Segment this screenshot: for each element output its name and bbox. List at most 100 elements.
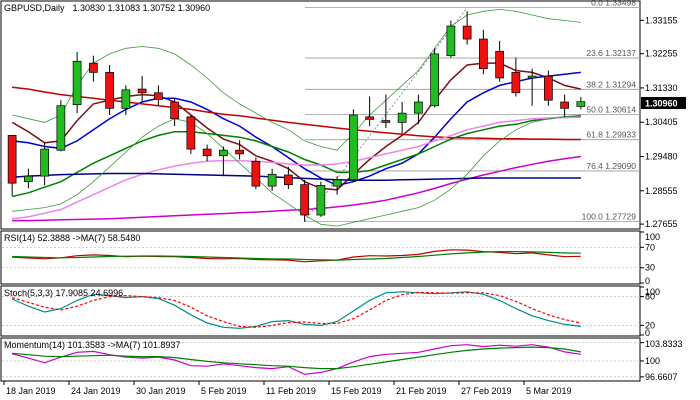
candle-body-21 xyxy=(349,114,358,181)
stoch-panel-frame xyxy=(0,285,641,337)
ohlc-values: 1.30830 1.31083 1.30752 1.30960 xyxy=(73,3,211,13)
candle-27 xyxy=(446,20,456,58)
candle-30 xyxy=(495,40,504,82)
stoch-title: Stoch(5,3,3) 17.9085 24.6996 xyxy=(4,288,123,298)
candle-body-15 xyxy=(251,160,261,187)
candle-body-0 xyxy=(7,135,17,184)
overlay-line-3 xyxy=(12,86,581,141)
candle-body-19 xyxy=(316,185,326,216)
candle-25 xyxy=(414,94,423,125)
candle-16 xyxy=(267,168,277,191)
overlay-line-5 xyxy=(12,155,582,222)
price-tick-label-2: 1.31330 xyxy=(645,83,678,93)
fib-label-4: 61.8 1.29933 xyxy=(586,130,636,140)
date-label-2: 30 Jan 2019 xyxy=(136,386,186,396)
stoch-tick-label-2: 20 xyxy=(645,320,655,330)
candle-23 xyxy=(381,94,391,128)
candle-33 xyxy=(544,70,553,106)
candle-29 xyxy=(479,29,488,75)
momentum-tick-label-0: 103.8333 xyxy=(645,339,683,349)
date-label-6: 21 Feb 2019 xyxy=(396,386,447,396)
last-price-box xyxy=(641,97,686,109)
overlay-line-8 xyxy=(12,114,581,227)
candle-10 xyxy=(170,98,179,127)
price-tick-label-0: 1.33155 xyxy=(645,15,678,25)
candle-17 xyxy=(284,166,293,190)
candle-body-27 xyxy=(446,25,456,57)
candle-body-17 xyxy=(284,174,293,186)
candle-body-11 xyxy=(186,116,196,150)
candle-body-16 xyxy=(267,173,277,187)
candle-19 xyxy=(316,181,326,217)
candle-11 xyxy=(186,115,196,154)
fib-label-2: 38.2 1.31294 xyxy=(586,79,636,89)
candle-body-32 xyxy=(527,75,537,79)
stoch-line-1 xyxy=(11,291,582,328)
candle-21 xyxy=(349,109,358,182)
price-axis: 1.33155 1.32255 1.31330 1.30405 1.29480 1.285… xyxy=(640,15,678,229)
candle-5 xyxy=(89,55,98,82)
price-tick-label-3: 1.30405 xyxy=(645,117,678,127)
overlay-line-2 xyxy=(11,114,581,198)
candle-body-7 xyxy=(121,89,131,109)
candle-body-20 xyxy=(332,179,342,187)
momentum-tick-label-2: 96.6607 xyxy=(645,372,678,382)
rsi-panel-frame xyxy=(0,230,641,285)
candle-body-12 xyxy=(202,148,212,157)
stoch-line-0 xyxy=(11,291,581,329)
candle-body-5 xyxy=(89,62,98,73)
candle-body-25 xyxy=(414,101,423,114)
price-tick-label-4: 1.29480 xyxy=(645,151,678,161)
moving-average-layer xyxy=(11,8,582,227)
date-label-4: 11 Feb 2019 xyxy=(266,386,316,396)
date-label-7: 27 Feb 2019 xyxy=(461,386,512,396)
date-axis: 18 Jan 2019 24 Jan 2019 30 Jan 2019 5 Feb 2… xyxy=(3,381,572,396)
symbol-timeframe: GBPUSD,Daily xyxy=(4,3,65,13)
candle-35 xyxy=(576,97,586,110)
candle-body-30 xyxy=(495,50,504,79)
candle-body-13 xyxy=(219,149,228,157)
rsi-title: RSI(14) 52.3888 ->MA(7) 58.5480 xyxy=(4,233,140,243)
stoch-tick-label-3: 0 xyxy=(645,328,650,338)
date-label-3: 5 Feb 2019 xyxy=(201,386,247,396)
overlay-line-1 xyxy=(12,71,581,187)
candle-28 xyxy=(462,11,472,45)
rsi-tick-label-2: 30 xyxy=(645,263,655,273)
candle-7 xyxy=(121,85,131,115)
candle-2 xyxy=(40,142,49,186)
candle-34 xyxy=(560,94,569,117)
candle-body-1 xyxy=(24,175,33,183)
candle-24 xyxy=(397,102,407,134)
candle-body-10 xyxy=(170,101,179,120)
candlestick-layer xyxy=(7,11,586,222)
fib-label-5: 76.4 1.29090 xyxy=(586,161,636,171)
momentum-panel: 103.8333 100 96.6607 Momentum(14) 101.3583 … xyxy=(2,339,683,382)
candle-31 xyxy=(511,57,521,97)
candle-18 xyxy=(300,179,309,222)
last-price-label: 1.30960 xyxy=(645,99,678,109)
candle-12 xyxy=(202,144,212,162)
rsi-tick-label-1: 70 xyxy=(645,242,655,252)
overlay-line-6 xyxy=(12,172,581,181)
price-tick-label-1: 1.32255 xyxy=(645,49,678,59)
momentum-line-0 xyxy=(11,344,581,375)
candle-body-28 xyxy=(462,25,472,40)
candle-14 xyxy=(235,140,244,160)
candle-0 xyxy=(7,135,17,196)
candle-15 xyxy=(251,157,261,190)
overlay-line-4 xyxy=(12,116,581,220)
candle-32 xyxy=(527,68,537,106)
momentum-title: Momentum(14) 101.3583 ->MA(7) 101.8937 xyxy=(4,340,180,350)
candle-22 xyxy=(365,96,374,127)
candle-body-14 xyxy=(235,149,244,155)
date-label-0: 18 Jan 2019 xyxy=(6,386,56,396)
fib-label-3: 50.0 1.30614 xyxy=(586,104,636,114)
rsi-tick-label-3: 0 xyxy=(645,276,650,286)
momentum-line-1 xyxy=(12,346,582,370)
candle-body-35 xyxy=(576,101,586,107)
rsi-tick-label-0: 100 xyxy=(645,232,660,242)
momentum-tick-label-1: 100 xyxy=(645,356,660,366)
